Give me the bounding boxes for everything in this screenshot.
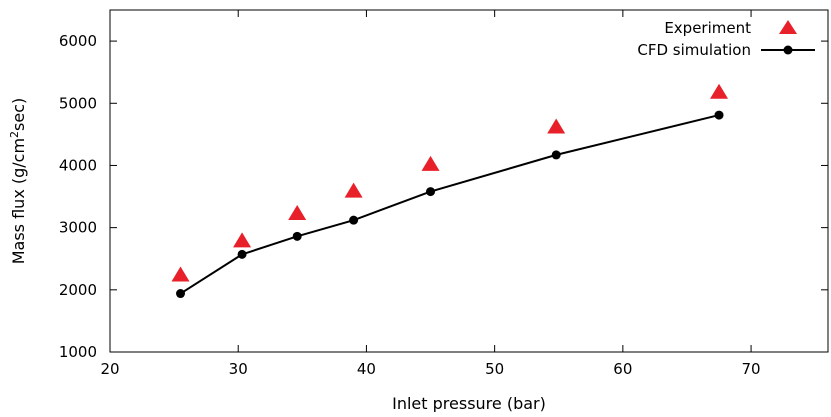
x-axis-title: Inlet pressure (bar) [392,394,546,412]
x-tick-label: 60 [613,360,632,378]
legend-label-experiment: Experiment [664,19,751,37]
data-series-layer [171,83,729,299]
y-tick-label: 5000 [59,94,97,112]
cfd-simulation-line [179,114,720,295]
cfd-simulation-point [426,187,436,197]
y-axis-ticks: 1000 2000 3000 4000 5000 6000 [59,32,828,361]
experiment-point [710,83,729,99]
x-tick-label: 40 [357,360,376,378]
experiment-point [171,266,190,282]
y-tick-label: 4000 [59,156,97,174]
cfd-simulation-point [551,150,561,160]
plot-area-frame [109,9,829,353]
x-tick-label: 20 [100,360,119,378]
experiment-point [421,155,440,171]
y-axis-title-main: Mass flux (g/cm [9,138,28,264]
y-axis-title-tail: sec) [9,98,28,131]
experiment-point [547,118,566,134]
cfd-simulation-point [292,231,302,241]
x-axis-ticks: 20 30 40 50 60 70 [100,10,761,378]
cfd-simulation-point [237,249,247,259]
experiment-point [288,204,307,220]
x-tick-label: 50 [485,360,504,378]
cfd-simulation-point [349,215,359,225]
y-tick-label: 3000 [59,219,97,237]
experiment-point [233,232,252,248]
y-axis-title-superscript: 2 [8,131,21,138]
legend-circle-marker [783,45,793,55]
experiment-point [344,182,363,198]
y-axis-title: Mass flux (g/cm2sec) [8,98,28,265]
legend-label-cfd-simulation: CFD simulation [637,41,751,59]
y-tick-label: 1000 [59,343,97,361]
cfd-simulation-point [176,289,186,299]
cfd-simulation-point [714,110,724,120]
legend-triangle-marker [779,20,797,34]
legend: Experiment CFD simulation [637,19,815,59]
y-tick-label: 2000 [59,281,97,299]
y-tick-label: 6000 [59,32,97,50]
x-tick-label: 70 [742,360,761,378]
x-tick-label: 30 [229,360,248,378]
